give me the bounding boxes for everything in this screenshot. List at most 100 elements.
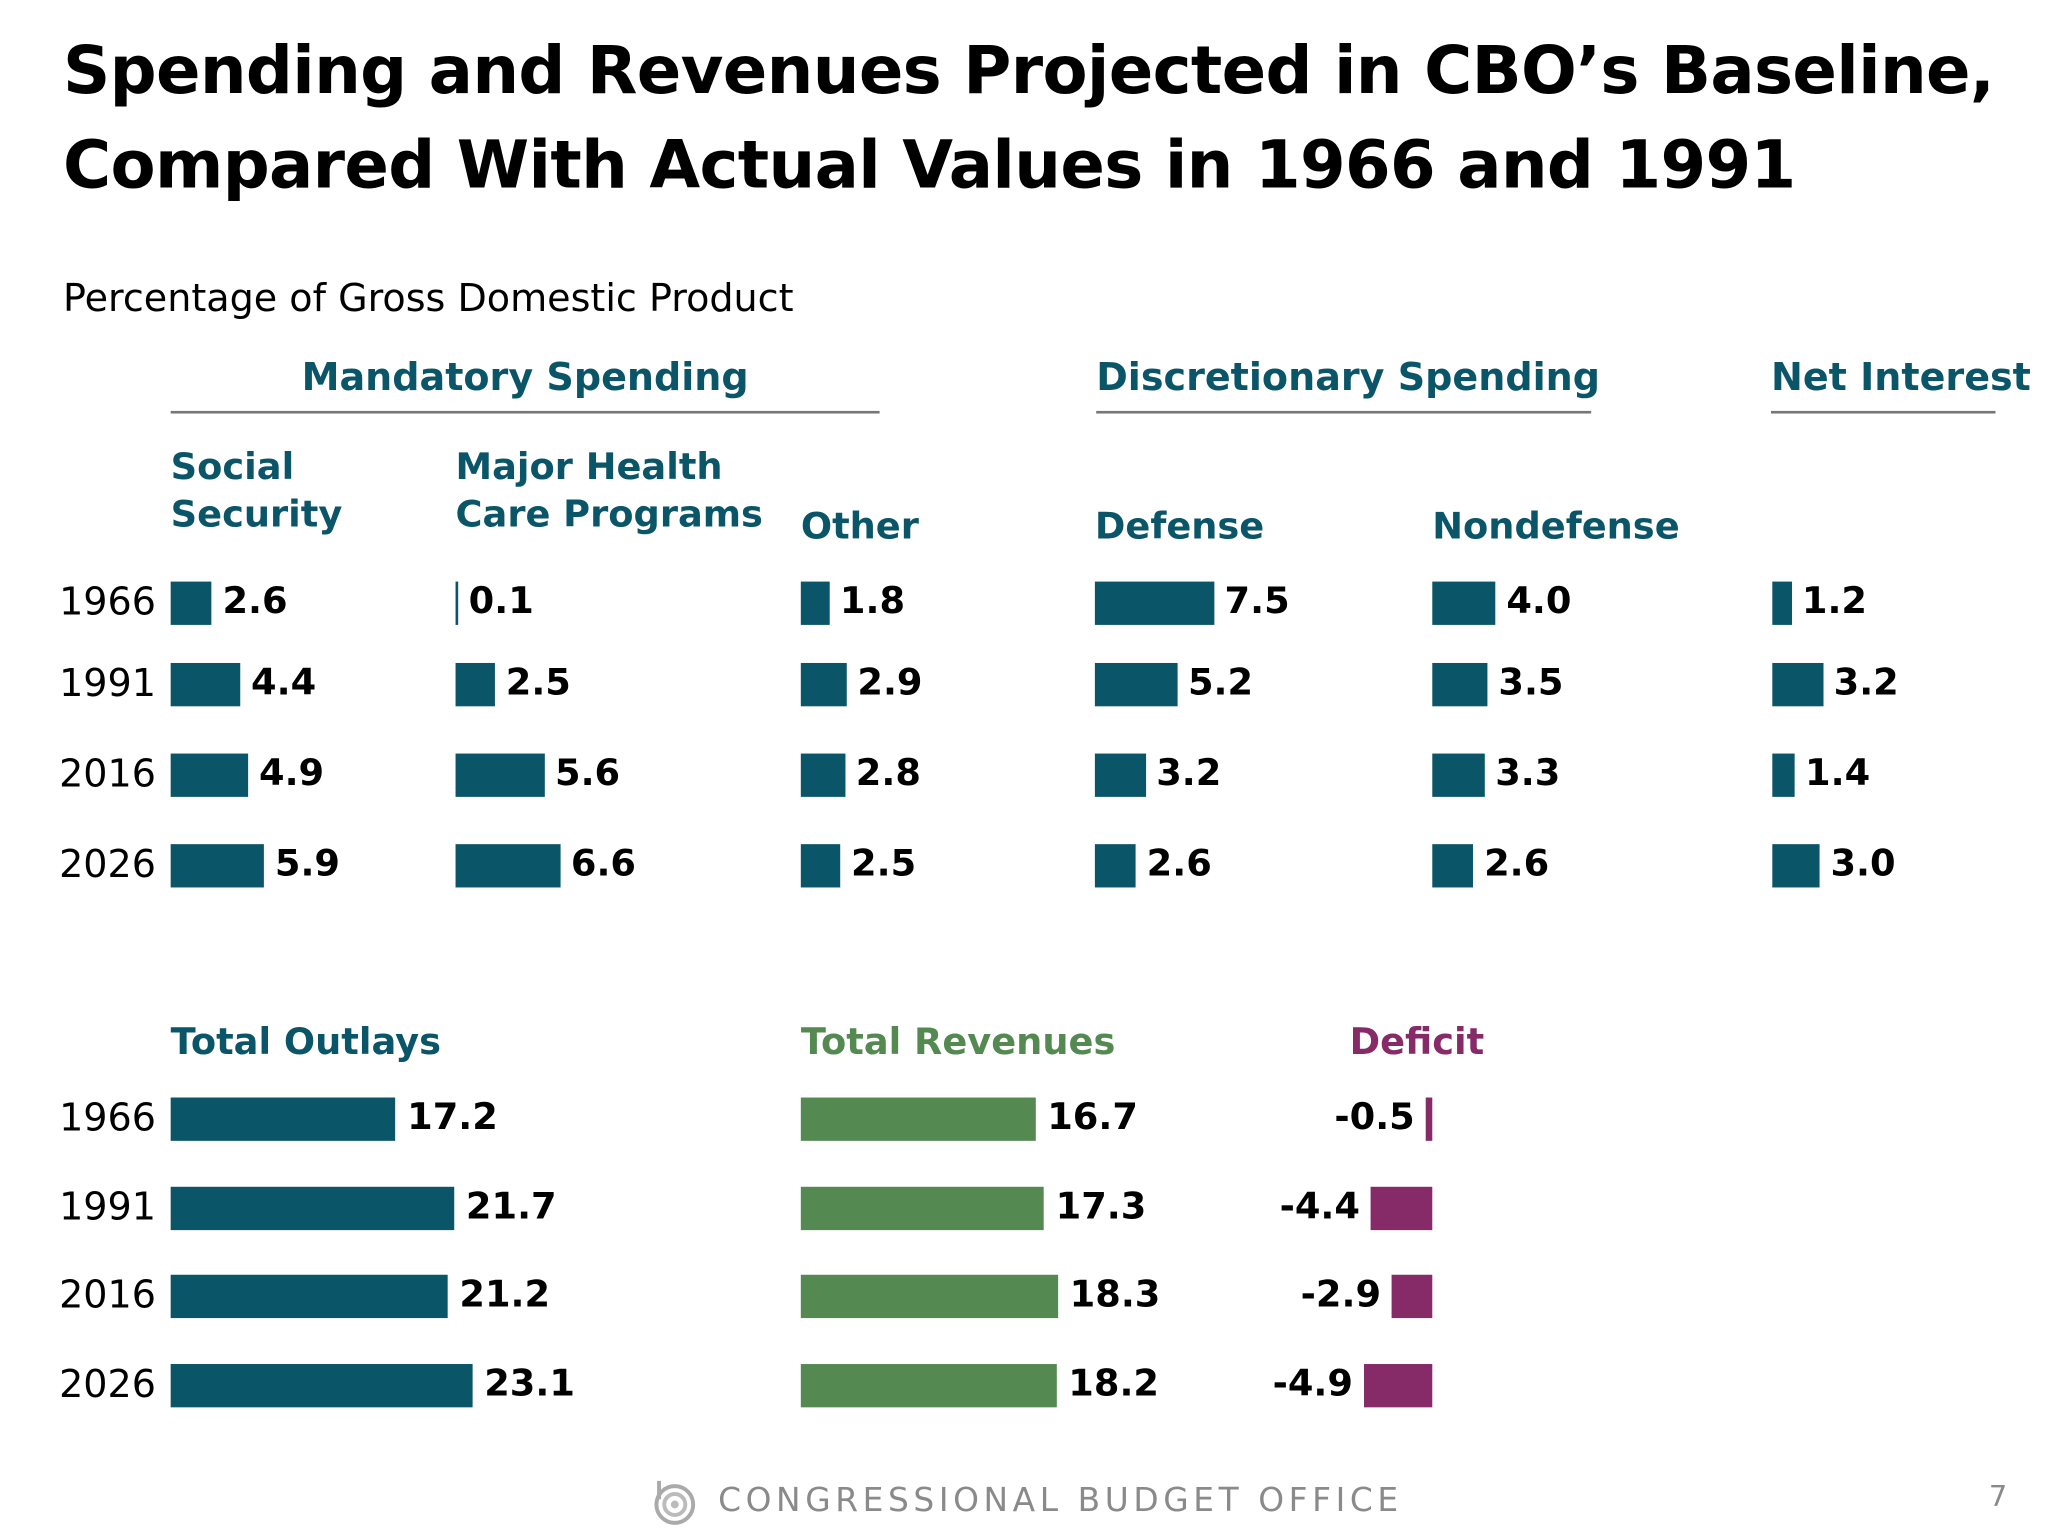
bar [170, 753, 249, 797]
bar [1094, 844, 1137, 888]
data-label: 3.2 [1156, 750, 1222, 795]
data-label: 2.5 [851, 841, 917, 885]
bar [1432, 753, 1485, 797]
series-label: Total Revenues [800, 1020, 1116, 1064]
footer-org: CONGRESSIONAL BUDGET OFFICE [718, 1480, 1403, 1519]
data-label: 21.7 [465, 1184, 557, 1228]
year-label: 1991 [59, 1184, 156, 1229]
data-label: 1.8 [839, 578, 906, 623]
data-label: -2.9 [1300, 1272, 1382, 1316]
data-label: 23.1 [484, 1361, 575, 1405]
data-label: -4.9 [1272, 1361, 1353, 1405]
group-header: Net Interest [1770, 354, 2031, 400]
bar [1425, 1097, 1433, 1141]
series-label: Social Security [170, 445, 343, 536]
bar [800, 581, 830, 625]
group-underline [1770, 410, 1996, 414]
group-underline [170, 410, 880, 414]
data-label: 16.7 [1047, 1094, 1138, 1139]
data-label: 4.9 [258, 750, 325, 795]
data-label: 1.2 [1801, 578, 1867, 623]
bar [1432, 581, 1496, 625]
data-label: 2.9 [857, 660, 923, 704]
chart-subtitle: Percentage of Gross Domestic Product [63, 275, 794, 321]
year-label: 2016 [59, 1272, 156, 1317]
page-number: 7 [1988, 1480, 2008, 1514]
series-label: Deficit [1349, 1020, 1485, 1064]
data-label: 21.2 [459, 1272, 551, 1316]
year-label: 1966 [59, 578, 156, 624]
year-label: 2016 [59, 750, 156, 796]
data-label: 1.4 [1805, 750, 1871, 795]
data-label: 2.6 [222, 578, 288, 623]
cbo-logo-icon [652, 1478, 697, 1531]
bar [800, 844, 841, 888]
data-label: 0.1 [468, 578, 534, 623]
bar [1094, 662, 1178, 707]
bar [800, 1274, 1058, 1319]
data-label: 5.2 [1187, 660, 1254, 704]
data-label: 5.9 [274, 841, 340, 885]
bar [170, 581, 212, 625]
data-label: 2.6 [1146, 841, 1212, 885]
bar [170, 844, 265, 888]
data-label: 5.6 [554, 750, 621, 795]
bar [1094, 753, 1146, 797]
series-label: Other [800, 504, 919, 548]
title-line-2: Compared With Actual Values in 1966 and … [63, 127, 1796, 204]
data-label: 6.6 [570, 841, 637, 885]
bar [455, 662, 496, 707]
series-label: Nondefense [1432, 504, 1680, 548]
series-label: Defense [1094, 504, 1265, 548]
series-label: Total Outlays [170, 1020, 442, 1064]
group-underline [1096, 410, 1592, 414]
data-label: 2.8 [855, 750, 921, 795]
series-label: Major Health Care Programs [455, 445, 763, 536]
bar [1363, 1364, 1433, 1408]
bar [455, 844, 561, 888]
bar [1772, 753, 1795, 797]
bar [800, 1097, 1036, 1141]
group-header: Discretionary Spending [1096, 354, 1600, 400]
bar [170, 1274, 448, 1319]
bar [1370, 1186, 1433, 1231]
data-label: 18.2 [1068, 1361, 1159, 1405]
bar [1094, 581, 1215, 625]
bar [1772, 662, 1824, 707]
data-label: 3.0 [1830, 841, 1896, 885]
year-label: 2026 [59, 1361, 156, 1407]
data-label: 3.5 [1498, 660, 1564, 704]
data-label: 17.2 [407, 1094, 498, 1139]
data-label: 2.6 [1484, 841, 1550, 885]
data-label: 7.5 [1224, 578, 1290, 623]
data-label: 2.5 [505, 660, 571, 704]
year-label: 1966 [59, 1094, 156, 1140]
bar [800, 753, 846, 797]
bar [455, 753, 545, 797]
bar [800, 1186, 1044, 1231]
bar [170, 662, 241, 707]
bar [170, 1186, 455, 1231]
bar [1772, 581, 1792, 625]
data-label: 4.4 [251, 660, 317, 704]
year-label: 1991 [59, 660, 156, 705]
bar [800, 662, 847, 707]
bar [170, 1364, 473, 1408]
data-label: -0.5 [1334, 1094, 1415, 1139]
year-label: 2026 [59, 841, 156, 887]
chart-title: Spending and Revenues Projected in CBO’s… [63, 24, 1995, 213]
bar [800, 1364, 1057, 1408]
data-label: -4.4 [1279, 1184, 1360, 1228]
bar [170, 1097, 396, 1141]
bar [455, 581, 459, 625]
title-line-1: Spending and Revenues Projected in CBO’s… [63, 32, 1995, 109]
data-label: 3.3 [1495, 750, 1561, 795]
bar [1391, 1274, 1433, 1319]
data-label: 4.0 [1506, 578, 1572, 623]
bar [1432, 662, 1488, 707]
bar [1432, 844, 1474, 888]
data-label: 18.3 [1069, 1272, 1161, 1316]
data-label: 3.2 [1833, 660, 1899, 704]
group-header: Mandatory Spending [301, 354, 749, 400]
